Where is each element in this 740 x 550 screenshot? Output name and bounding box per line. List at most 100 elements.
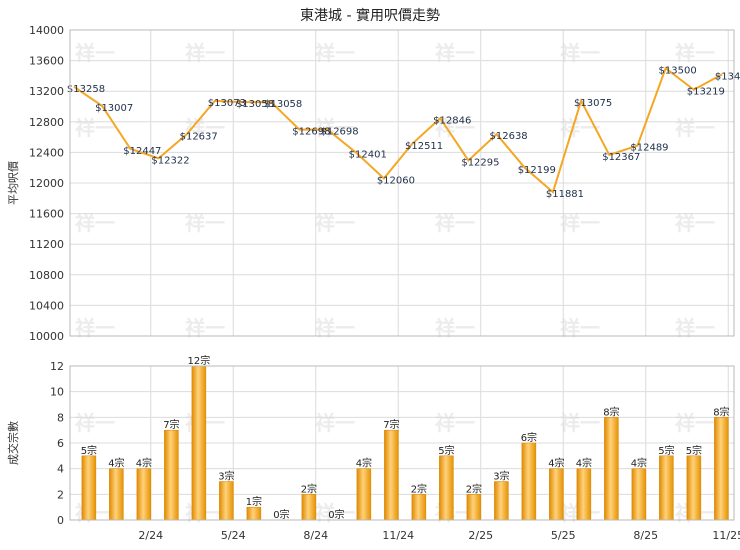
- line-data-label: $13420: [715, 71, 740, 82]
- bar-data-label: 2宗: [411, 482, 427, 495]
- x-tick-label: 11/25: [712, 529, 740, 542]
- x-tick-label: 11/24: [382, 529, 414, 542]
- bar: [219, 481, 234, 521]
- bar-data-label: 4宗: [548, 457, 564, 470]
- bar-series: 5宗 4宗 4宗 7宗 12宗 3宗 1宗 0宗 2宗 0宗 4宗 7宗 2宗 5宗 2宗 3宗 6宗 4宗 4宗 8…: [81, 354, 730, 521]
- top-y-tick-label: 10400: [29, 299, 64, 312]
- line-data-label: $12489: [630, 143, 668, 154]
- watermark-text: 祥一: [185, 41, 225, 65]
- bar-data-label: 5宗: [81, 444, 97, 457]
- watermark-text: 祥一: [560, 211, 600, 235]
- line-data-label: $13073: [208, 98, 246, 109]
- bar-data-label: 1宗: [246, 495, 262, 508]
- watermark-text: 祥一: [560, 116, 600, 140]
- bottom-y-tick-label: 12: [50, 360, 64, 373]
- line-data-label: $12295: [461, 157, 499, 168]
- top-y-tick-label: 14000: [29, 24, 64, 37]
- bar: [466, 494, 482, 521]
- line-data-label: $13219: [687, 87, 725, 98]
- bar-data-label: 4宗: [576, 457, 592, 470]
- watermark-text: 祥一: [185, 211, 225, 235]
- chart-title: 東港城 - 實用呎價走勢: [300, 7, 440, 24]
- bar-data-label: 5宗: [438, 444, 454, 457]
- watermark-text: 祥一: [315, 501, 355, 525]
- watermark-text: 祥一: [435, 41, 475, 65]
- x-tick-label: 5/24: [221, 529, 246, 542]
- watermark-text: 祥一: [675, 116, 715, 140]
- line-series: $13258$13007$12447$12322$12637$13073$130…: [67, 65, 740, 200]
- bar: [109, 468, 124, 521]
- bar: [191, 365, 207, 521]
- x-tick-label: 8/25: [633, 529, 658, 542]
- watermark-text: 祥一: [75, 116, 115, 140]
- line-data-label: $11881: [546, 189, 584, 200]
- bar-data-label: 12宗: [188, 354, 211, 367]
- line-data-label: $12637: [180, 131, 218, 142]
- top-y-axis-label: 平均呎價: [6, 161, 20, 205]
- bar-data-label: 3宗: [218, 470, 234, 483]
- bar-data-label: 2宗: [466, 482, 482, 495]
- watermark-text: 祥一: [675, 41, 715, 65]
- bar-data-label: 4宗: [631, 457, 647, 470]
- bottom-y-tick-label: 8: [57, 411, 64, 424]
- bar-data-label: 0宗: [273, 508, 289, 521]
- bar-data-label: 4宗: [356, 457, 372, 470]
- bottom-y-tick-label: 4: [57, 463, 64, 476]
- watermark-text: 祥一: [675, 411, 715, 435]
- watermark-text: 祥一: [315, 41, 355, 65]
- line-data-label: $12638: [490, 131, 528, 142]
- x-tick-label: 2/24: [138, 529, 163, 542]
- top-plot-frame: [69, 29, 735, 337]
- top-y-tick-label: 11200: [29, 238, 64, 251]
- bar-data-label: 4宗: [136, 457, 152, 470]
- watermark-text: 祥一: [560, 411, 600, 435]
- line-data-label: $12698: [320, 127, 358, 138]
- watermark-text: 祥一: [315, 411, 355, 435]
- bar: [659, 455, 674, 521]
- bar: [549, 468, 564, 521]
- bar-data-label: 6宗: [521, 431, 537, 444]
- bottom-y-tick-label: 0: [57, 514, 64, 527]
- bar-data-label: 5宗: [658, 444, 674, 457]
- watermark-text: 祥一: [75, 41, 115, 65]
- bar-data-label: 8宗: [713, 405, 729, 418]
- line-data-label: $12060: [377, 175, 415, 186]
- line-data-label: $12401: [349, 149, 387, 160]
- top-y-tick-label: 10000: [29, 330, 64, 343]
- bar: [411, 494, 427, 521]
- bar: [604, 417, 619, 521]
- bar: [246, 506, 262, 521]
- bar: [384, 429, 399, 521]
- line-data-label: $12846: [433, 115, 471, 126]
- x-tick-label: 5/25: [551, 529, 576, 542]
- line-data-label: $12322: [151, 155, 189, 166]
- bar: [494, 481, 509, 521]
- line-data-label: $13258: [67, 84, 105, 95]
- bottom-y-tick-label: 6: [57, 437, 64, 450]
- bar: [136, 468, 152, 521]
- bar: [576, 468, 592, 521]
- bottom-y-axis: 0 2 4 6 8 10 12: [50, 360, 64, 527]
- bar-data-label: 3宗: [493, 470, 509, 483]
- top-y-tick-label: 12800: [29, 116, 64, 129]
- x-axis: 2/24 5/24 8/24 11/24 2/25 5/25 8/25 11/25: [138, 529, 740, 542]
- watermark-text: 祥一: [675, 211, 715, 235]
- bar: [631, 468, 647, 521]
- bar-data-label: 0宗: [328, 508, 344, 521]
- bottom-y-axis-label: 成交宗數: [6, 421, 20, 465]
- line-data-label: $13058: [236, 99, 274, 110]
- bar-data-label: 8宗: [603, 405, 619, 418]
- bottom-y-tick-label: 10: [50, 386, 64, 399]
- bar: [81, 455, 97, 521]
- bar-data-label: 7宗: [163, 418, 179, 431]
- bar: [714, 417, 729, 521]
- x-tick-label: 2/25: [468, 529, 493, 542]
- top-y-tick-label: 13600: [29, 55, 64, 68]
- watermark-text: 祥一: [435, 411, 475, 435]
- line-data-label: $12511: [405, 141, 443, 152]
- line-data-label: $13058: [264, 99, 302, 110]
- price-line: [73, 66, 723, 194]
- line-data-label: $12367: [602, 152, 640, 163]
- top-y-tick-label: 13200: [29, 85, 64, 98]
